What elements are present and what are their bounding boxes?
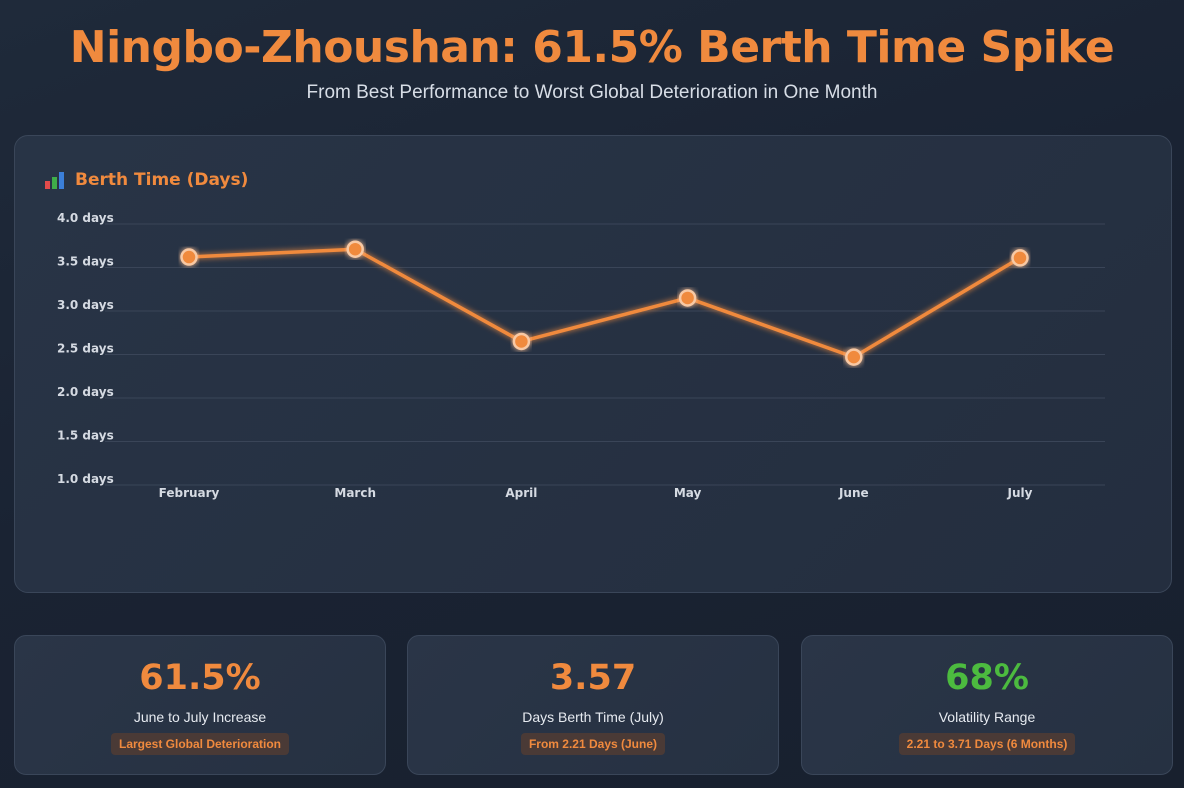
y-tick-label: 3.0 days xyxy=(57,298,114,312)
y-tick-label: 3.5 days xyxy=(57,255,114,269)
chart-heading: Berth Time (Days) xyxy=(45,170,248,190)
stat-badge: Largest Global Deterioration xyxy=(110,733,290,755)
stat-card-increase: 61.5% June to July Increase Largest Glob… xyxy=(14,635,386,775)
x-tick-label: July xyxy=(1007,486,1033,500)
stat-badge: From 2.21 Days (June) xyxy=(520,733,666,755)
stat-badge: 2.21 to 3.71 Days (6 Months) xyxy=(898,733,1076,755)
x-tick-label: February xyxy=(159,486,220,500)
stat-label: June to July Increase xyxy=(133,709,267,725)
page-title: Ningbo-Zhoushan: 61.5% Berth Time Spike xyxy=(69,22,1115,73)
y-tick-label: 2.5 days xyxy=(57,342,114,356)
data-point xyxy=(845,348,863,366)
stat-label: Days Berth Time (July) xyxy=(522,709,664,725)
y-tick-label: 4.0 days xyxy=(57,211,114,225)
bar-chart-icon xyxy=(45,171,65,189)
page-subtitle: From Best Performance to Worst Global De… xyxy=(306,82,878,103)
y-tick-label: 1.5 days xyxy=(57,429,114,443)
chart-title: Berth Time (Days) xyxy=(75,170,249,190)
y-tick-label: 2.0 days xyxy=(57,385,114,399)
stat-value: 61.5% xyxy=(139,658,261,698)
data-point xyxy=(1011,249,1029,267)
data-point xyxy=(180,248,198,266)
x-tick-label: May xyxy=(674,486,702,500)
chart-card: Berth Time (Days) 1.0 days 1.5 days 2.0 da… xyxy=(14,135,1172,593)
data-point xyxy=(346,240,364,258)
series-line xyxy=(188,247,1021,359)
stat-value: 3.57 xyxy=(549,658,637,698)
x-tick-label: April xyxy=(505,486,537,500)
line-chart: 1.0 days 1.5 days 2.0 days 2.5 days 3.0 days… xyxy=(57,211,1105,500)
stat-card-berth-time: 3.57 Days Berth Time (July) From 2.21 Da… xyxy=(407,635,779,775)
x-tick-label: June xyxy=(838,486,869,500)
x-tick-label: March xyxy=(334,486,376,500)
stat-label: Volatility Range xyxy=(938,709,1036,725)
data-point xyxy=(512,332,531,351)
stat-card-volatility: 68% Volatility Range 2.21 to 3.71 Days (… xyxy=(801,635,1173,775)
stat-value: 68% xyxy=(945,658,1029,698)
y-tick-label: 1.0 days xyxy=(57,472,114,486)
data-point xyxy=(678,289,697,307)
